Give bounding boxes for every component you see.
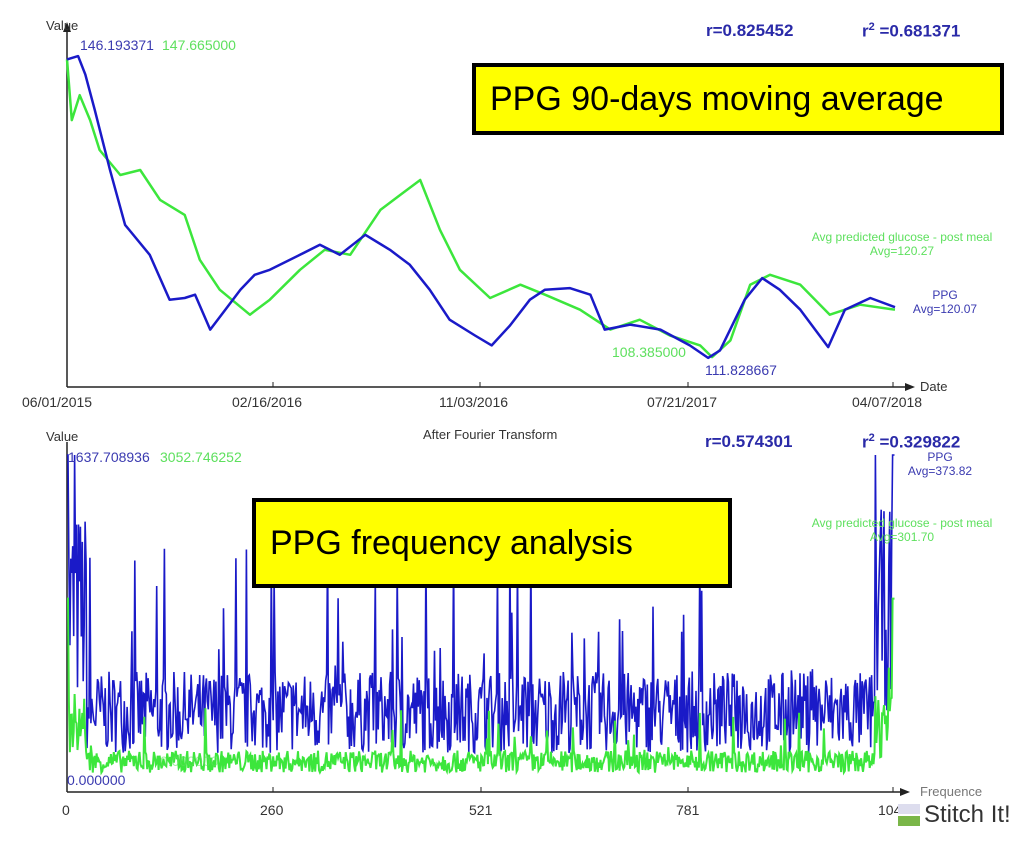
top-ppg-legend: PPG Avg=120.07 (912, 288, 978, 316)
bottom-ppg-legend: PPG Avg=373.82 (907, 450, 973, 478)
bottom-glucose-max: 3052.746252 (160, 449, 242, 465)
top-x-arrow (905, 383, 915, 391)
top-banner: PPG 90-days moving average (472, 63, 1004, 135)
top-r-value: r=0.825452 (706, 21, 794, 40)
bottom-ppg-max: 1637.708936 (68, 449, 150, 465)
bottom-ppg-min: 0.000000 (67, 772, 126, 788)
bottom-r-value: r=0.574301 (705, 432, 793, 451)
top-x-tick: 06/01/2015 (22, 394, 93, 410)
top-x-tick: 11/03/2016 (439, 394, 509, 410)
bottom-x-arrow (900, 788, 910, 796)
top-glucose-legend: Avg predicted glucose - post meal Avg=120… (811, 230, 993, 258)
bottom-glucose-legend: Avg predicted glucose - post meal Avg=301… (811, 516, 993, 544)
stitch-it-logo-icon (898, 804, 920, 826)
top-glucose-min: 108.385000 (612, 344, 686, 360)
top-glucose-max: 147.665000 (162, 37, 236, 53)
top-x-tick: 02/16/2016 (232, 394, 303, 410)
series-line-glucose (65, 59, 896, 359)
top-x-label: Date (920, 379, 948, 394)
spectrum-line-glucose (67, 597, 895, 776)
top-y-arrow (63, 22, 71, 32)
stitch-it-watermark: Stitch It! (898, 801, 1011, 829)
top-x-tick: 04/07/2018 (852, 394, 923, 410)
bottom-x-tick: 104 (878, 802, 902, 818)
top-x-tick: 07/21/2017 (647, 394, 718, 410)
bottom-title: After Fourier Transform (423, 427, 558, 442)
bottom-r2-value: r2 =0.329822 (862, 432, 961, 452)
top-r2-value: r2 =0.681371 (862, 21, 961, 41)
top-y-label: Value (46, 18, 79, 33)
bottom-x-tick: 781 (676, 802, 700, 818)
top-ppg-max: 146.193371 (80, 37, 154, 53)
series-line-ppg (66, 54, 896, 360)
top-ppg-min: 111.828667 (705, 362, 777, 378)
bottom-banner: PPG frequency analysis (252, 498, 732, 588)
bottom-x-tick: 521 (469, 802, 493, 818)
bottom-x-tick: 260 (260, 802, 284, 818)
bottom-x-label: Frequence (920, 784, 983, 799)
bottom-y-label: Value (46, 429, 79, 444)
bottom-glucose-min: 0.000000 (160, 753, 219, 769)
bottom-x-tick: 0 (62, 802, 70, 818)
